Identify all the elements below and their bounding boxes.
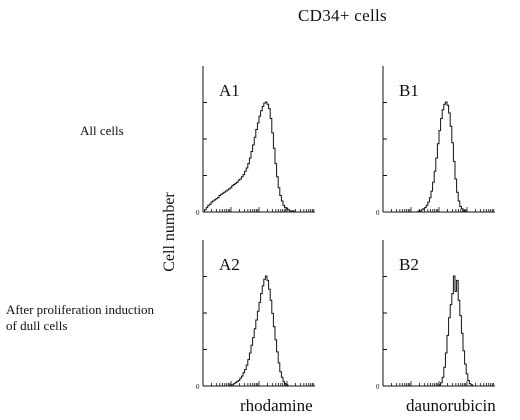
- histogram-series-a2: [203, 275, 315, 387]
- x-axis-label-daunorubicin: daunorubicin: [406, 396, 496, 415]
- y-zero-tick-label: 0: [196, 209, 200, 217]
- panel-label-a2: A2: [219, 255, 240, 274]
- histogram-panel-b2: 0 B2: [376, 240, 495, 391]
- panel-label-b1: B1: [399, 81, 419, 100]
- x-axis-label-rhodamine: rhodamine: [240, 396, 313, 415]
- histogram-series-b2: [383, 275, 495, 387]
- panel-label-a1: A1: [219, 81, 240, 100]
- figure-title: CD34+ cells: [298, 6, 387, 25]
- histogram-series-a1: [203, 101, 315, 213]
- histogram-panel-a2: 0 A2: [196, 240, 315, 391]
- y-zero-tick-label: 0: [376, 383, 380, 391]
- y-zero-tick-label: 0: [196, 383, 200, 391]
- y-zero-tick-label: 0: [376, 209, 380, 217]
- y-axis-label: Cell number: [161, 192, 178, 272]
- histogram-series-b1: [383, 101, 495, 213]
- row-label-all-cells: All cells: [80, 123, 124, 138]
- histogram-panel-b1: 0 B1: [376, 66, 495, 217]
- row-label-after-induction: After proliferation induction of dull ce…: [6, 302, 155, 333]
- histogram-panel-a1: 0 A1: [196, 66, 315, 217]
- panel-label-b2: B2: [399, 255, 419, 274]
